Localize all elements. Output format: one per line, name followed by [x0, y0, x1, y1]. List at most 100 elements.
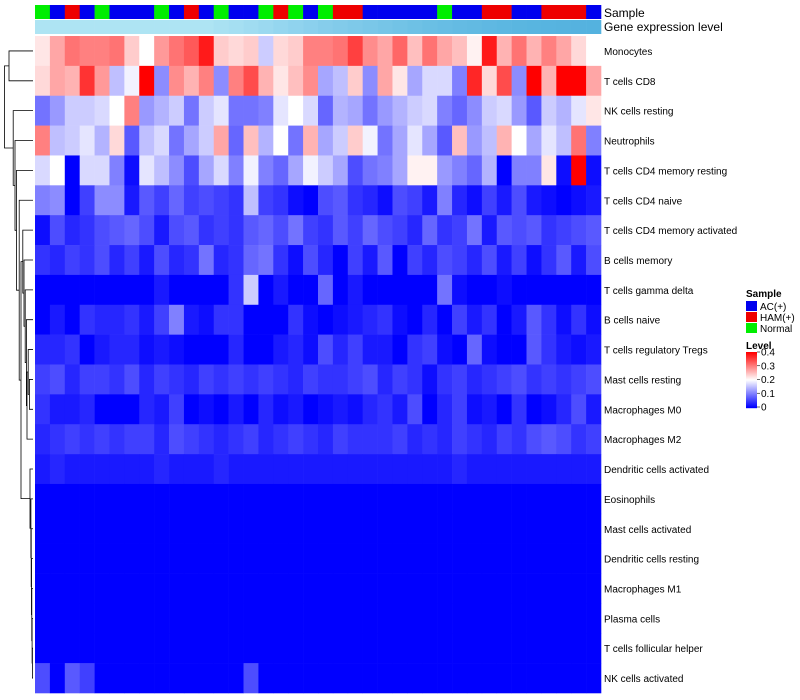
- heatmap-cell: [556, 394, 572, 425]
- heatmap-cell: [332, 304, 349, 335]
- heatmap-cell: [94, 603, 110, 634]
- heatmap-cell: [183, 364, 200, 395]
- heatmap-cell: [481, 573, 498, 604]
- heatmap-cell: [556, 603, 572, 634]
- heatmap-cell: [154, 454, 170, 485]
- heatmap-cell: [64, 543, 80, 574]
- gene-expression-cell: [198, 20, 215, 34]
- heatmap-cell: [303, 185, 319, 216]
- heatmap-cell: [332, 215, 349, 246]
- heatmap-cell: [198, 334, 215, 365]
- heatmap-cell: [64, 573, 80, 604]
- dendrogram-branch: [30, 498, 33, 559]
- heatmap-cell: [481, 663, 498, 694]
- heatmap-cell: [466, 125, 483, 156]
- heatmap-cell: [466, 36, 483, 67]
- heatmap-cell: [213, 304, 229, 335]
- legend-tick-label: 0.4: [761, 348, 775, 359]
- heatmap-cell: [94, 394, 110, 425]
- heatmap-cell: [139, 215, 155, 246]
- heatmap-cell: [422, 245, 438, 276]
- heatmap-cell: [586, 573, 602, 604]
- heatmap-cell: [511, 274, 527, 306]
- heatmap-cell: [392, 65, 408, 97]
- heatmap-cell: [109, 95, 125, 126]
- heatmap-cell: [332, 125, 349, 156]
- heatmap-cell: [288, 633, 304, 664]
- heatmap-cell: [377, 573, 393, 604]
- heatmap-cell: [318, 125, 334, 156]
- heatmap-cell: [258, 513, 274, 544]
- heatmap-cell: [169, 633, 185, 664]
- heatmap-cell: [49, 633, 66, 664]
- heatmap-cell: [64, 334, 80, 365]
- heatmap-cell: [496, 36, 512, 67]
- heatmap-cell: [437, 483, 453, 515]
- heatmap-cell: [258, 185, 274, 216]
- heatmap-cell: [496, 125, 512, 156]
- heatmap-cell: [288, 36, 304, 67]
- heatmap-cell: [377, 633, 393, 664]
- heatmap-cell: [303, 334, 319, 365]
- heatmap-cell: [94, 65, 110, 97]
- legend-swatch: [746, 312, 757, 322]
- heatmap-cell: [169, 36, 185, 67]
- heatmap-cell: [213, 125, 229, 156]
- legend-gradient-step: [746, 380, 757, 382]
- heatmap-cell: [258, 424, 274, 455]
- heatmap-cell: [154, 364, 170, 395]
- gene-expression-cell: [94, 20, 110, 34]
- heatmap-grid: [35, 36, 602, 694]
- heatmap-cell: [526, 36, 542, 67]
- legend-gradient-step: [746, 390, 757, 392]
- heatmap-cell: [35, 274, 51, 306]
- heatmap-cell: [258, 274, 274, 306]
- heatmap-cell: [109, 543, 125, 574]
- heatmap-cell: [288, 454, 304, 485]
- heatmap-cell: [79, 304, 95, 335]
- heatmap-cell: [392, 36, 408, 67]
- heatmap-cell: [437, 424, 453, 455]
- heatmap-cell: [377, 394, 393, 425]
- heatmap-cell: [154, 394, 170, 425]
- sample-cell: [407, 5, 423, 19]
- gene-expression-cell: [49, 20, 66, 34]
- heatmap-cell: [452, 185, 468, 216]
- heatmap-cell: [466, 274, 483, 306]
- row-label: Mast cells activated: [604, 525, 691, 536]
- legend-gradient-step: [746, 357, 757, 359]
- sample-cell: [526, 5, 542, 19]
- row-label: Dendritic cells activated: [604, 465, 709, 476]
- heatmap-cell: [213, 364, 229, 395]
- heatmap-cell: [586, 304, 602, 335]
- heatmap-cell: [362, 483, 378, 515]
- heatmap-cell: [437, 245, 453, 276]
- heatmap-cell: [571, 155, 587, 186]
- heatmap-cell: [169, 304, 185, 335]
- heatmap-cell: [94, 185, 110, 216]
- heatmap-cell: [347, 483, 363, 515]
- heatmap-cell: [422, 36, 438, 67]
- heatmap-cell: [243, 394, 259, 425]
- heatmap-cell: [332, 274, 349, 306]
- heatmap-cell: [496, 543, 512, 574]
- heatmap-cell: [35, 424, 51, 455]
- heatmap-cell: [556, 155, 572, 186]
- heatmap-cell: [392, 424, 408, 455]
- heatmap-cell: [362, 155, 378, 186]
- heatmap-cell: [273, 483, 289, 515]
- heatmap-cell: [318, 334, 334, 365]
- heatmap-cell: [452, 36, 468, 67]
- heatmap-cell: [392, 274, 408, 306]
- heatmap-cell: [541, 215, 557, 246]
- heatmap-cell: [556, 364, 572, 395]
- heatmap-cell: [169, 245, 185, 276]
- heatmap-cell: [332, 483, 349, 515]
- heatmap-cell: [362, 364, 378, 395]
- sample-cell: [347, 5, 363, 19]
- heatmap-cell: [586, 36, 602, 67]
- heatmap-cell: [198, 394, 215, 425]
- heatmap-cell: [154, 185, 170, 216]
- gene-expression-cell: [556, 20, 572, 34]
- heatmap-cell: [228, 454, 244, 485]
